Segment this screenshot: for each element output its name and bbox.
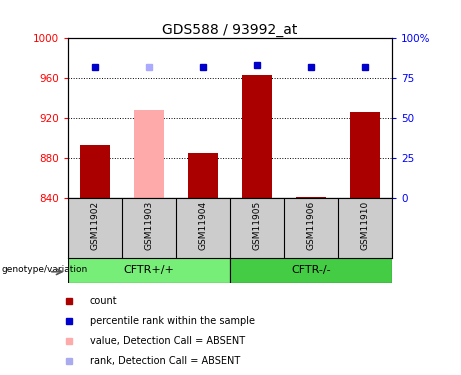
Text: GSM11902: GSM11902 [90, 200, 100, 250]
Text: GSM11904: GSM11904 [199, 200, 207, 250]
Bar [350, 112, 380, 198]
Text: genotype/variation: genotype/variation [1, 265, 88, 274]
Text: CFTR-/-: CFTR-/- [291, 266, 331, 276]
Text: rank, Detection Call = ABSENT: rank, Detection Call = ABSENT [89, 356, 240, 366]
Bar [230, 258, 392, 283]
Text: GSM11903: GSM11903 [144, 200, 154, 250]
Text: GSM11906: GSM11906 [307, 200, 315, 250]
Bar [188, 153, 218, 198]
Text: GSM11910: GSM11910 [361, 200, 370, 250]
Text: CFTR+/+: CFTR+/+ [124, 266, 174, 276]
Text: value, Detection Call = ABSENT: value, Detection Call = ABSENT [89, 336, 245, 346]
Bar [242, 75, 272, 198]
Title: GDS588 / 93992_at: GDS588 / 93992_at [162, 23, 298, 37]
Bar [80, 145, 110, 198]
Bar [296, 197, 326, 198]
Text: GSM11905: GSM11905 [253, 200, 261, 250]
Bar [68, 258, 230, 283]
Text: percentile rank within the sample: percentile rank within the sample [89, 316, 254, 326]
Text: count: count [89, 296, 117, 306]
Bar [134, 110, 164, 198]
